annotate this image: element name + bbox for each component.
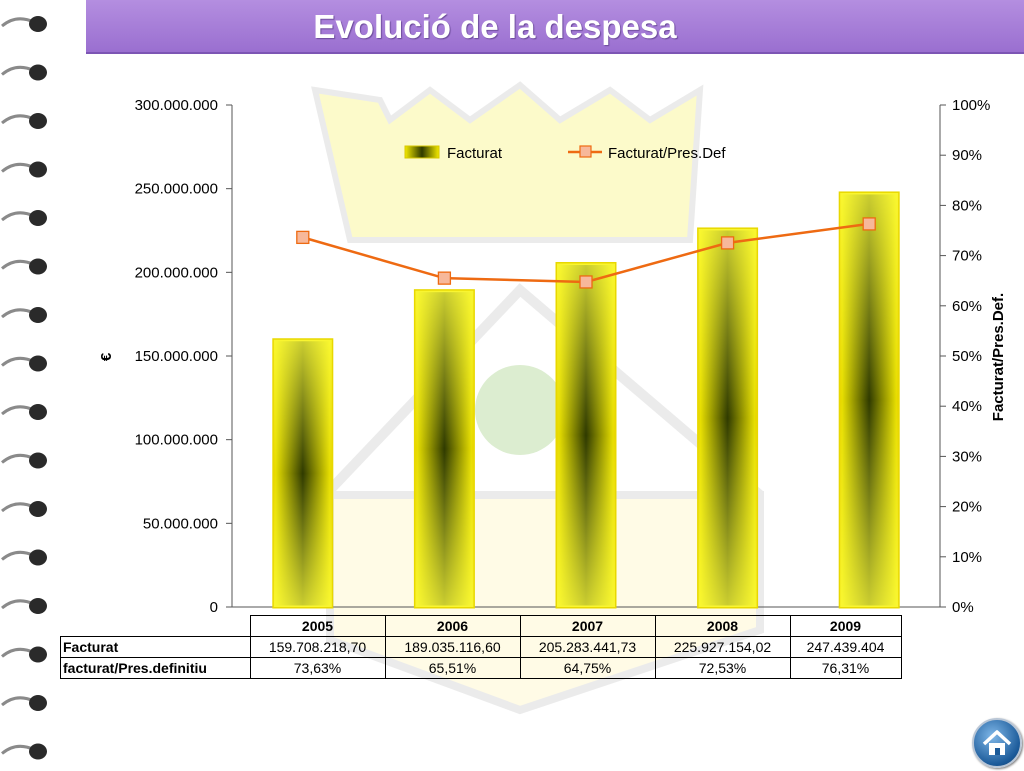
line-point (720, 236, 735, 250)
legend-swatch-bar (404, 145, 440, 159)
y2-tick-label: 20% (952, 499, 982, 516)
spiral-hole (29, 452, 47, 469)
y2-tick-label: 70% (952, 248, 982, 265)
notebook-spiral-binding (1, 16, 47, 760)
table-cell: 159.708.218,70 (249, 636, 386, 658)
bar-highlight (840, 192, 899, 607)
table-cell: 64,75% (519, 657, 656, 679)
y-axis-right: 0% 10% 20% 30% 40% 50% 60% 70% 80% 90% 100% Factur… (939, 97, 1007, 616)
table-row-label: Facturat (60, 636, 251, 658)
y2-tick-label: 90% (952, 147, 982, 164)
y-tick-label: 0 (210, 599, 218, 616)
legend-label-bar: Facturat (447, 145, 503, 162)
y-tick-label: 100.000.000 (135, 432, 218, 449)
table-cell: 73,63% (249, 657, 386, 679)
title-bar: Evolució de la despesa (86, 0, 1024, 54)
line-point (296, 230, 310, 245)
table-header-cell: 2008 (654, 615, 791, 637)
y2-tick-label: 0% (952, 599, 974, 616)
bar-highlight (415, 290, 474, 607)
line-point (437, 271, 452, 285)
y-axis-left: 0 50.000.000 100.000.000 150.000.000 200.000… (98, 97, 233, 616)
table-header-cell: 2006 (384, 615, 521, 637)
y-axis-right-label: Facturat/Pres.Def. (990, 293, 1007, 421)
table-corner (61, 616, 251, 637)
y2-tick-label: 100% (952, 97, 990, 114)
spiral-hole (29, 501, 47, 517)
y-axis-left-label: € (98, 352, 115, 361)
table-cell: 205.283.441,73 (519, 636, 656, 658)
table-cell: 65,51% (384, 657, 521, 679)
line-point (862, 217, 876, 231)
bar-highlight (698, 228, 757, 608)
line-series (296, 217, 876, 289)
spiral-hole (29, 258, 47, 275)
spiral-hole (29, 210, 47, 226)
table-header-cell: 2009 (789, 615, 902, 637)
legend-label-line: Facturat/Pres.Def (608, 145, 726, 162)
spiral-hole (29, 307, 47, 323)
y-tick-label: 250.000.000 (135, 181, 218, 198)
table-row: Facturat 159.708.218,70 189.035.116,60 2… (60, 636, 902, 658)
y2-tick-label: 60% (952, 298, 982, 315)
data-table: 2005 2006 2007 2008 2009 Facturat 159.70… (60, 615, 902, 679)
bar (838, 191, 900, 609)
spiral-hole (29, 64, 47, 81)
line-point (579, 275, 593, 289)
bar-highlight (557, 263, 615, 607)
spiral-hole (29, 113, 47, 129)
legend: Facturat Facturat/Pres.Def (404, 145, 726, 162)
y2-tick-label: 10% (952, 549, 982, 566)
table-row-label: facturat/Pres.definitiu (60, 657, 251, 679)
spiral-hole (29, 743, 47, 760)
bar (555, 261, 617, 609)
spiral-hole (29, 549, 47, 566)
y-tick-label: 300.000.000 (135, 97, 218, 114)
table-header-cell: 2007 (519, 615, 656, 637)
spiral-hole (29, 646, 47, 663)
table-cell: 225.927.154,02 (654, 636, 791, 658)
spiral-hole (29, 355, 47, 372)
spiral-hole (29, 598, 47, 614)
table-row: facturat/Pres.definitiu 73,63% 65,51% 64… (60, 657, 902, 679)
spiral-hole (29, 16, 47, 32)
legend-swatch-marker (579, 145, 592, 158)
spiral-hole (29, 695, 47, 711)
home-icon (982, 730, 1012, 755)
table-header-cell: 2005 (249, 615, 386, 637)
slide-title: Evolució de la despesa (313, 8, 677, 45)
table-cell: 189.035.116,60 (384, 636, 521, 658)
y2-tick-label: 80% (952, 197, 982, 214)
bar-series (272, 191, 900, 609)
table-cell: 247.439.404 (789, 636, 902, 658)
y-tick-label: 50.000.000 (143, 515, 218, 532)
y2-tick-label: 40% (952, 398, 982, 415)
y2-tick-label: 50% (952, 348, 982, 365)
y2-tick-label: 30% (952, 448, 982, 465)
home-button[interactable] (972, 718, 1022, 768)
bar (272, 338, 334, 609)
table-cell: 76,31% (789, 657, 902, 679)
table-cell: 72,53% (654, 657, 791, 679)
bar-highlight (273, 339, 332, 607)
spiral-hole (29, 404, 47, 420)
bar (697, 227, 759, 609)
bar (413, 289, 475, 609)
table-header-row: 2005 2006 2007 2008 2009 (61, 615, 902, 637)
y-tick-label: 150.000.000 (135, 348, 218, 365)
y-tick-label: 200.000.000 (135, 264, 218, 281)
spiral-hole (29, 161, 47, 178)
